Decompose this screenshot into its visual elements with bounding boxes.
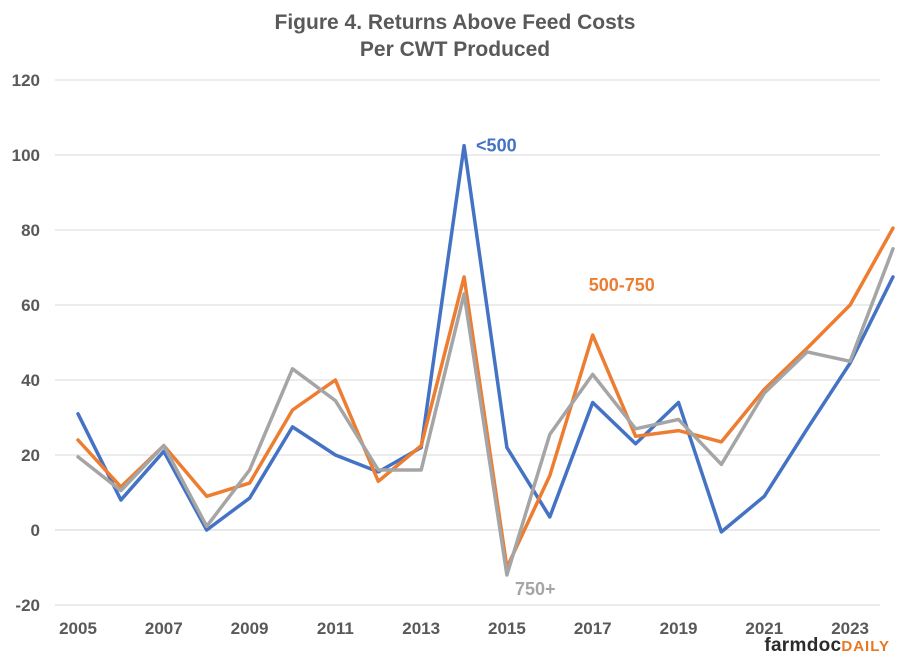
farmdoc-daily-logo: farmdocDAILY	[764, 635, 890, 657]
x-tick-label: 2021	[745, 619, 783, 638]
gridlines	[55, 79, 880, 606]
series-label: <500	[476, 136, 517, 156]
y-tick-label: 60	[21, 296, 40, 315]
x-tick-label: 2009	[231, 619, 269, 638]
x-tick-label: 2015	[488, 619, 526, 638]
series-labels: <500 500-750 750+	[476, 136, 655, 599]
chart-subtitle: Per CWT Produced	[359, 38, 551, 61]
y-tick-label: 120	[12, 71, 40, 90]
y-tick-label: 100	[12, 146, 40, 165]
series-label: 750+	[515, 579, 556, 599]
series-line	[76, 143, 895, 534]
series-lines	[76, 143, 895, 577]
axes: -20 0 20 40 60 80 100 120 2005 2007 2009 2011 2013 20…	[12, 71, 880, 638]
y-tick-label: 80	[21, 221, 40, 240]
series-line	[76, 226, 895, 570]
x-tick-label: 2017	[574, 619, 612, 638]
series-label: 500-750	[589, 275, 655, 295]
series-line	[76, 247, 895, 577]
y-tick-label: -20	[15, 596, 40, 615]
x-tick-label: 2013	[402, 619, 440, 638]
x-tick-label: 2019	[660, 619, 698, 638]
x-tick-label: 2011	[317, 619, 354, 638]
y-tick-label: 20	[21, 446, 40, 465]
y-tick-label: 40	[21, 371, 40, 390]
x-tick-label: 2007	[145, 619, 183, 638]
chart-title: Figure 4. Returns Above Feed Costs	[274, 11, 636, 34]
y-tick-label: 0	[31, 521, 40, 540]
logo-text-daily: DAILY	[841, 638, 890, 655]
logo-text-farmdoc: farmdoc	[764, 635, 842, 656]
x-tick-label: 2023	[831, 619, 869, 638]
x-tick-label: 2005	[59, 619, 97, 638]
